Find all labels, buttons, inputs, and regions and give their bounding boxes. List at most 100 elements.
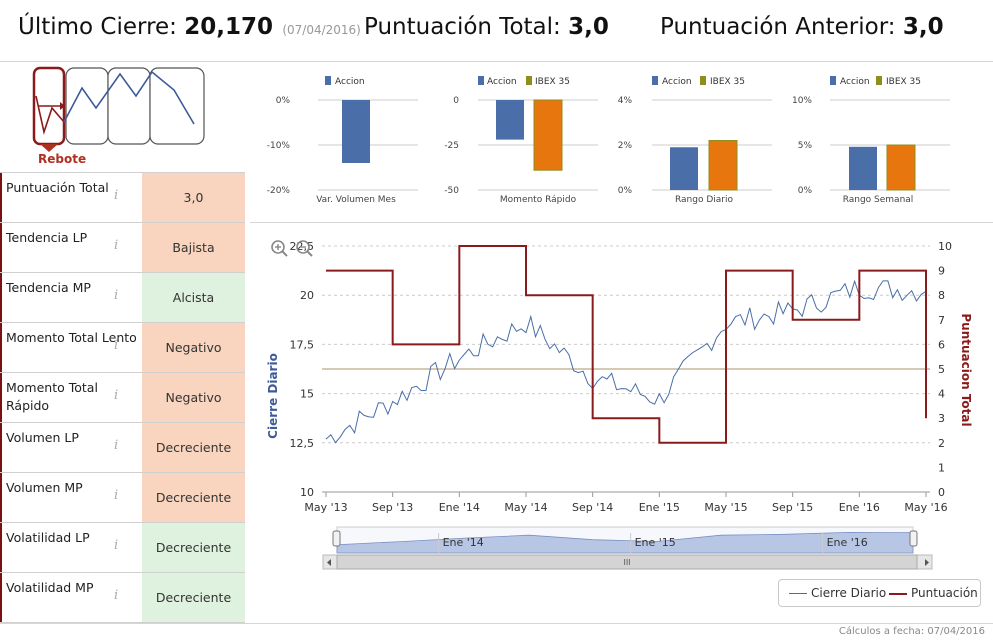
bar-accion [496, 100, 524, 140]
legend-swatch-ibex [526, 76, 532, 85]
y2-tick-label: 2 [938, 437, 945, 450]
info-icon[interactable]: i [114, 238, 119, 253]
y-tick-label: 17,5 [290, 338, 315, 351]
y-tick-label: 20 [300, 289, 314, 302]
navigator-handle-right[interactable] [909, 530, 918, 547]
score-label: Momento Total Rápido [0, 373, 142, 422]
tick-label: 0% [618, 186, 633, 196]
x-tick-label: Sep '15 [772, 501, 813, 514]
legend-swatch-close [789, 593, 807, 594]
chart-xlabel: Momento Rápido [500, 195, 577, 205]
scroll-left-arrow-icon[interactable] [327, 559, 331, 566]
bar-accion [342, 100, 370, 163]
score-value: Decreciente [142, 573, 245, 622]
navigator-tick-label: Ene '14 [443, 536, 484, 549]
x-tick-label: Sep '14 [572, 501, 613, 514]
chart-legend: Cierre Diario Puntuación [778, 579, 981, 607]
legend-item-close[interactable]: Cierre Diario [789, 586, 886, 600]
legend-swatch-accion [325, 76, 331, 85]
legend-swatch-accion [652, 76, 658, 85]
score-row-volatility-mp: Volatilidad MP i Decreciente [0, 573, 245, 623]
x-tick-label: Sep '13 [372, 501, 413, 514]
tick-label: 0% [276, 96, 291, 106]
info-icon[interactable]: i [114, 388, 119, 403]
y-tick-label: 10 [300, 486, 314, 499]
footer-divider [0, 623, 993, 624]
y2-tick-label: 1 [938, 461, 945, 474]
bar-ibex [886, 144, 916, 191]
navigator-tick-label: Ene '16 [827, 536, 868, 549]
last-close-value: 20,170 [184, 14, 274, 40]
info-icon[interactable]: i [114, 188, 119, 203]
y2-tick-label: 10 [938, 240, 952, 253]
info-icon[interactable]: i [114, 438, 119, 453]
info-icon[interactable]: i [114, 588, 119, 603]
pattern-diagram [32, 66, 205, 152]
pattern-panel [107, 67, 151, 145]
pattern-panel [149, 67, 205, 145]
legend-swatch-accion [478, 76, 484, 85]
score-row-trend-lp: Tendencia LP i Bajista [0, 223, 245, 273]
legend-swatch-ibex [876, 76, 882, 85]
score-label: Volatilidad LP [0, 523, 142, 572]
score-value: 3,0 [142, 173, 245, 222]
tick-label: -20% [267, 186, 291, 196]
legend-label-accion: Accion [662, 77, 692, 87]
pattern-marker [40, 144, 58, 152]
score-label: Volatilidad MP [0, 573, 142, 622]
info-icon[interactable]: i [114, 538, 119, 553]
bar-ibex [533, 99, 563, 171]
last-close: Último Cierre: 20,170 (07/04/2016) [18, 14, 361, 40]
score-row-momentum-fast: Momento Total Rápido i Negativo [0, 373, 245, 423]
x-tick-label: May '14 [504, 501, 547, 514]
info-icon[interactable]: i [114, 288, 119, 303]
pattern-rebound-line [35, 95, 65, 135]
x-tick-label: May '13 [304, 501, 347, 514]
score-table: Puntuación Total i 3,0 Tendencia LP i Ba… [0, 172, 245, 623]
score-row-trend-mp: Tendencia MP i Alcista [0, 273, 245, 323]
score-label: Momento Total Lento [0, 323, 142, 372]
y-tick-label: 15 [300, 388, 314, 401]
x-axis: May '13 Sep '13 Ene '14 May '14 Sep '14 Ene '… [304, 492, 948, 514]
bar-ibex [708, 140, 738, 191]
legend-label-accion: Accion [335, 77, 365, 87]
score-row-volatility-lp: Volatilidad LP i Decreciente [0, 523, 245, 573]
y-axis-right: 0 1 2 3 4 5 6 7 8 9 10 [938, 240, 952, 499]
pattern-label: Rebote [38, 152, 87, 166]
legend-swatch-score [889, 592, 907, 595]
legend-label-ibex: IBEX 35 [710, 77, 745, 87]
navigator-handle-left[interactable] [332, 530, 341, 547]
tick-label: -10% [267, 141, 291, 151]
score-value: Decreciente [142, 523, 245, 572]
chart-xlabel: Var. Volumen Mes [316, 195, 396, 205]
legend-swatch-accion [830, 76, 836, 85]
navigator-tick-label: Ene '15 [635, 536, 676, 549]
chart-daily-range: Accion IBEX 35 4% 2% 0% Rango Diario [618, 76, 772, 205]
x-tick-label: May '16 [904, 501, 947, 514]
bar-accion [849, 146, 877, 190]
scrollbar-thumb[interactable] [336, 554, 918, 570]
scroll-right-arrow-icon[interactable] [925, 559, 929, 566]
total-score: Puntuación Total: 3,0 [364, 14, 609, 40]
pattern-arrowhead [60, 102, 65, 110]
bar-accion [670, 147, 698, 190]
info-icon[interactable]: i [114, 338, 119, 353]
score-line [326, 245, 927, 444]
legend-item-score[interactable]: Puntuación [889, 586, 978, 600]
x-tick-label: May '15 [704, 501, 747, 514]
score-value: Negativo [142, 373, 245, 422]
calc-date: Cálculos a fecha: 07/04/2016 [838, 626, 985, 637]
chart-weekly-range: Accion IBEX 35 10% 5% 0% Rango Semanal [792, 76, 950, 205]
y2-tick-label: 8 [938, 289, 945, 302]
last-close-date: (07/04/2016) [282, 23, 361, 37]
zoom-out-icon[interactable] [296, 240, 313, 257]
info-icon[interactable]: i [114, 488, 119, 503]
zoom-in-icon[interactable] [271, 240, 288, 257]
y2-tick-label: 5 [938, 363, 945, 376]
y2-tick-label: 9 [938, 265, 945, 278]
score-label: Tendencia MP [0, 273, 142, 322]
tick-label: 4% [618, 96, 633, 106]
score-label: Tendencia LP [0, 223, 142, 272]
x-tick-label: Ene '16 [839, 501, 880, 514]
